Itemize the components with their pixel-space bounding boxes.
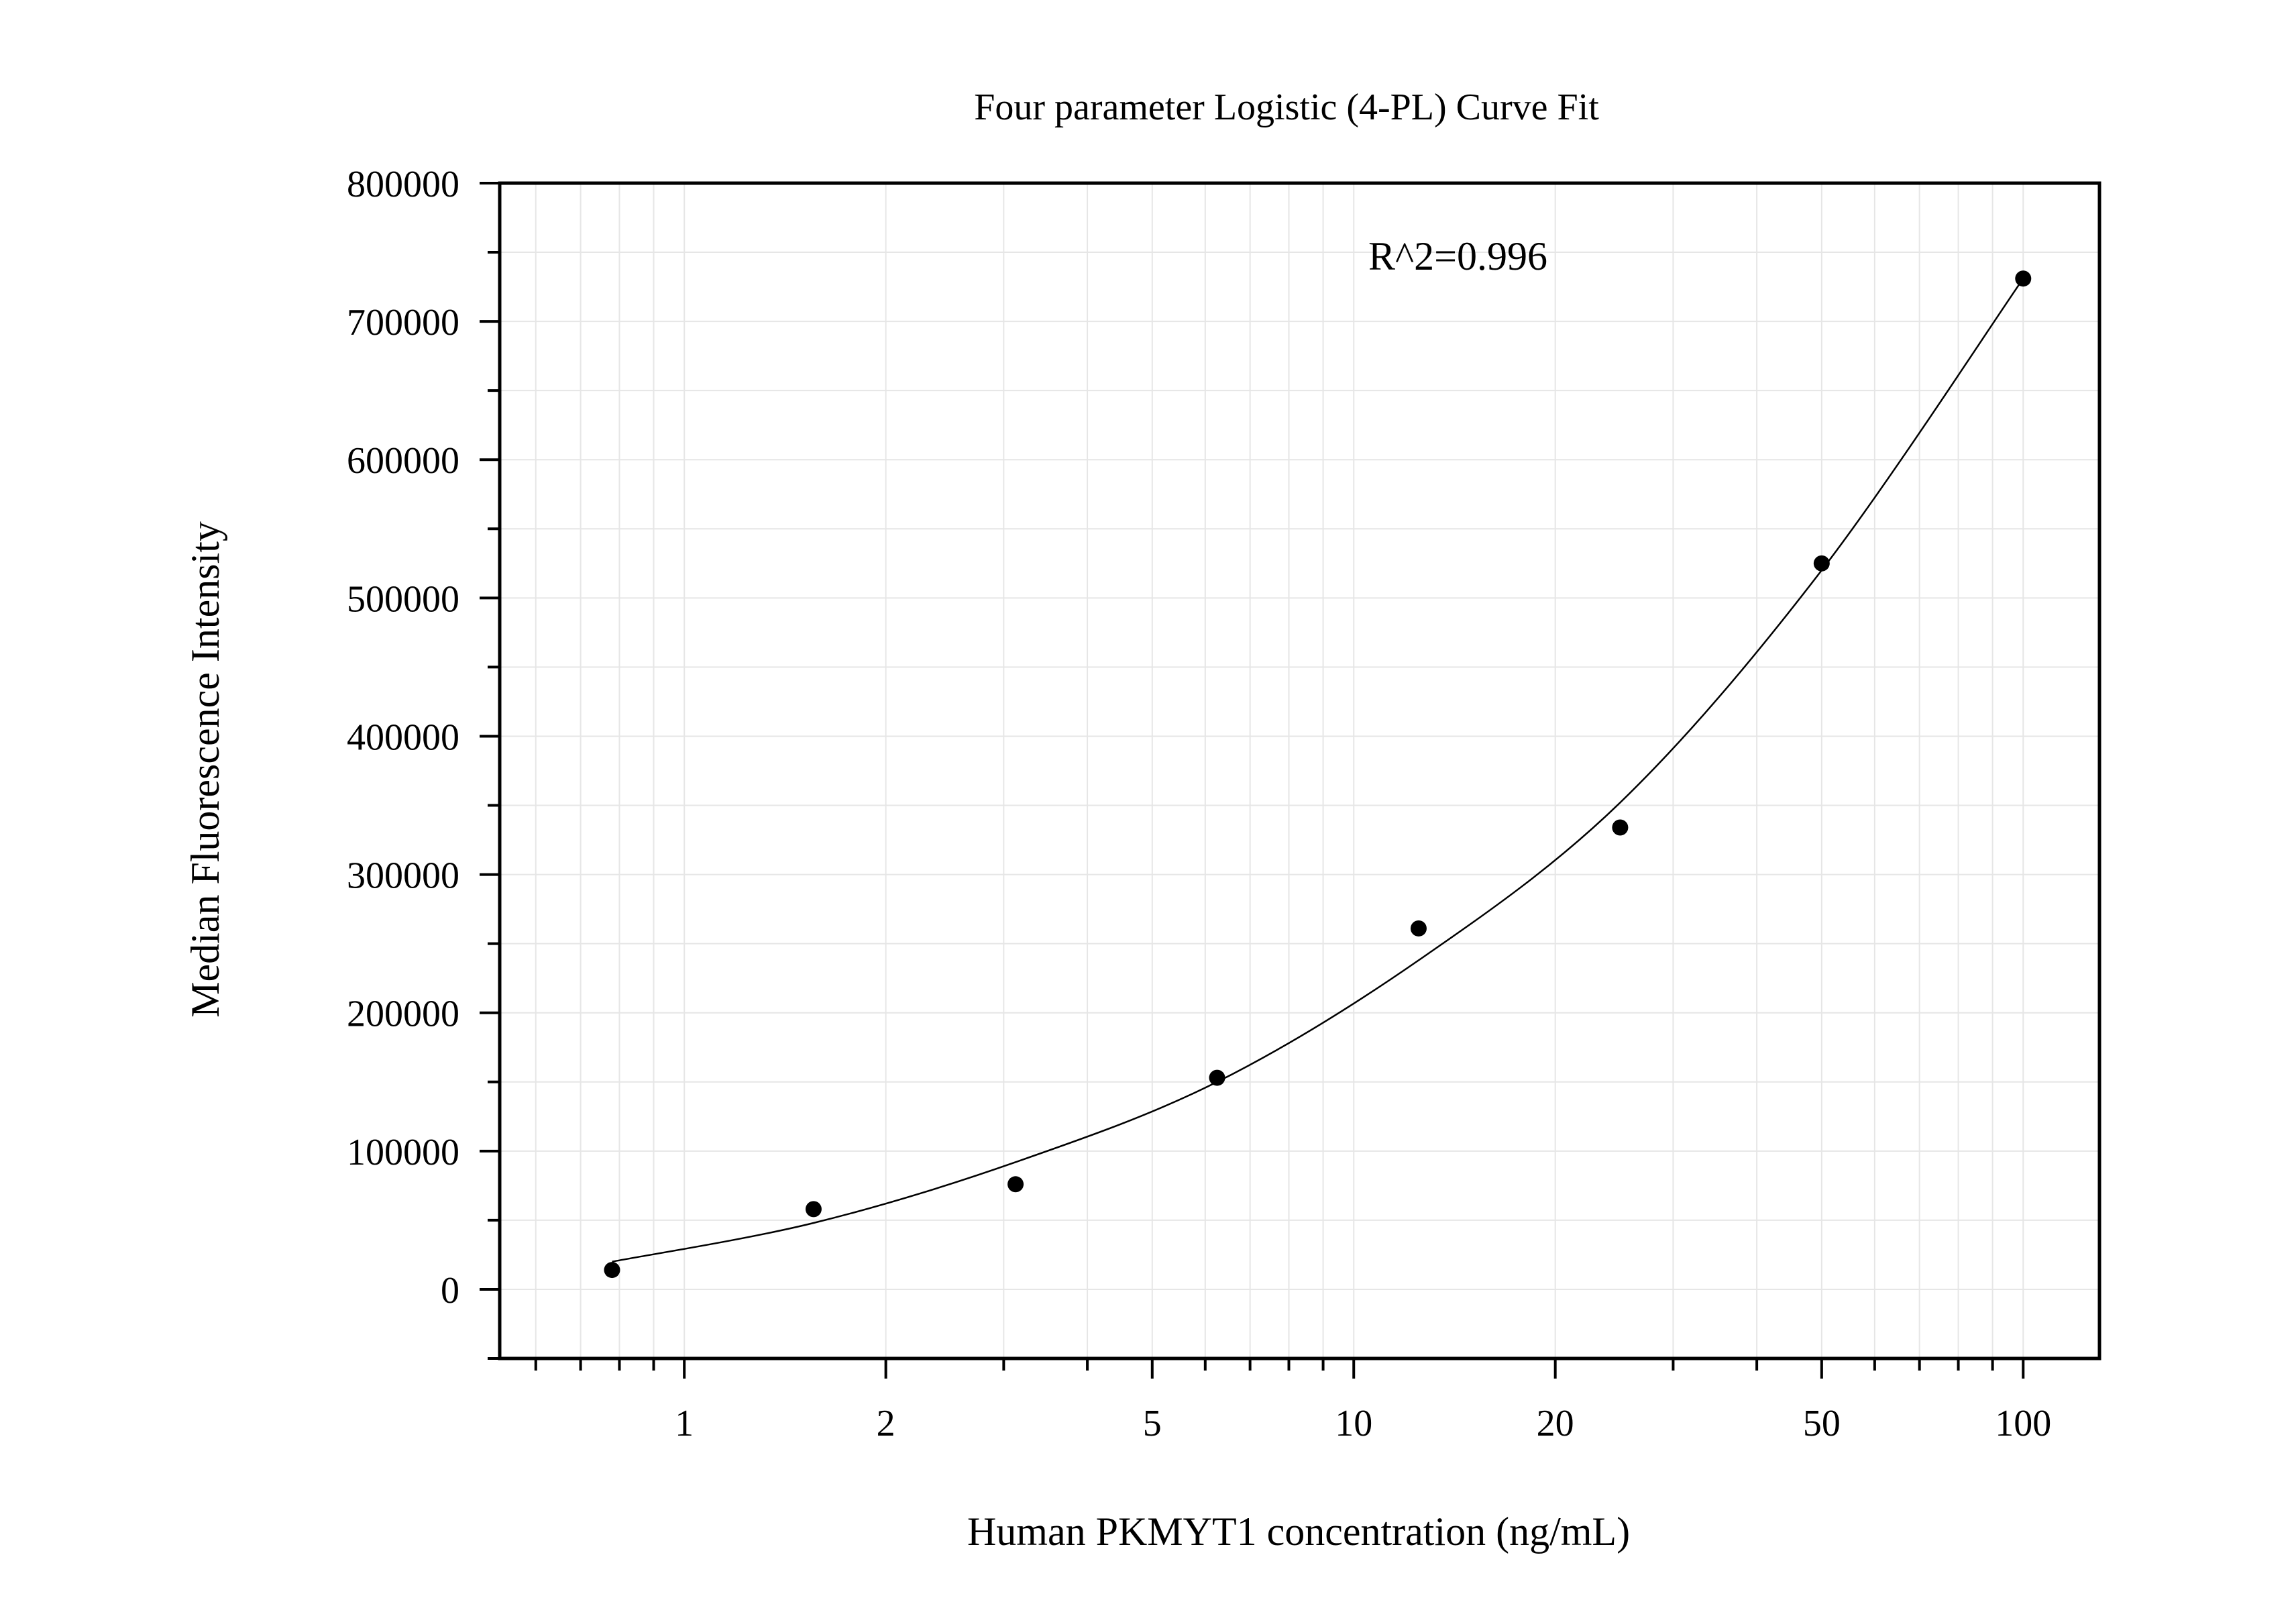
- axis-ticks: [480, 182, 2025, 1379]
- data-point: [2015, 270, 2032, 287]
- y-tick-label: 500000: [347, 578, 459, 620]
- y-tick-label: 0: [441, 1270, 459, 1312]
- plot-frame: [498, 181, 2101, 1360]
- x-tick-label: 2: [877, 1403, 895, 1444]
- y-tick-label: 300000: [347, 855, 459, 897]
- y-tick-label: 100000: [347, 1132, 459, 1173]
- y-tick-label: 800000: [347, 164, 459, 205]
- data-point: [1813, 555, 1830, 572]
- x-tick-label: 5: [1143, 1403, 1162, 1444]
- chart-title: Four parameter Logistic (4-PL) Curve Fit: [974, 87, 1599, 128]
- data-points-layer: [604, 270, 2032, 1279]
- y-tick-label: 600000: [347, 440, 459, 482]
- y-tick-label: 200000: [347, 994, 459, 1035]
- data-point: [805, 1201, 822, 1218]
- x-tick-label: 50: [1803, 1403, 1841, 1444]
- data-point: [604, 1262, 620, 1279]
- data-point: [1007, 1176, 1024, 1193]
- data-point: [1410, 920, 1427, 937]
- grid-lines: [500, 182, 2099, 1359]
- tick-labels: 1 2 5 10 20 50 100 0 100000 200000 300000 400000 500…: [347, 164, 2051, 1444]
- x-tick-label: 10: [1335, 1403, 1372, 1444]
- data-point: [1612, 819, 1629, 836]
- x-axis-label: Human PKMYT1 concentration (ng/mL): [967, 1509, 1630, 1554]
- data-point: [1209, 1069, 1225, 1086]
- x-tick-label: 1: [675, 1403, 694, 1444]
- x-tick-label: 20: [1537, 1403, 1574, 1444]
- y-axis-label: Median Fluorescence Intensity: [183, 521, 227, 1018]
- y-tick-label: 700000: [347, 302, 459, 343]
- r-squared-annotation: R^2=0.996: [1368, 234, 1547, 278]
- y-tick-label: 400000: [347, 716, 459, 758]
- x-tick-label: 100: [1995, 1403, 2051, 1444]
